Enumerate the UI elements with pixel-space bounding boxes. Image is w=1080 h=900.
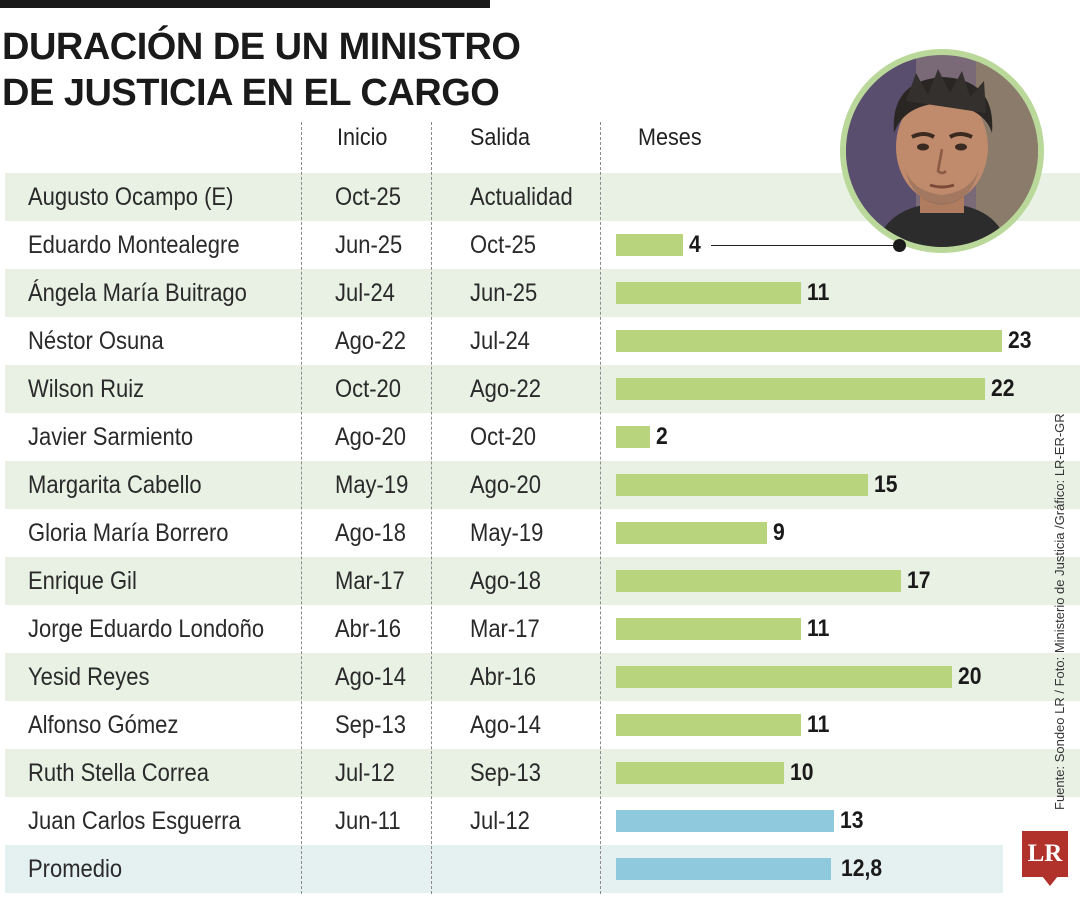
bar-value-label: 2 [656,423,668,450]
bar-value-label: 11 [807,279,830,306]
end-date: Ago-22 [470,375,541,403]
minister-name: Promedio [28,855,123,883]
column-divider [431,122,432,894]
title-line-1: DURACIÓN DE UN MINISTRO [2,26,521,68]
end-date: May-19 [470,519,544,547]
minister-name: Eduardo Montealegre [28,231,240,259]
end-date: Oct-25 [470,231,537,259]
bar-meses [616,330,1002,352]
table-row: Javier Sarmiento Ago-20 Oct-20 [5,413,1080,461]
end-date: Ago-18 [470,567,541,595]
portrait-photo-icon [846,55,1038,247]
bar-value-label: 20 [958,663,982,690]
table-row: Jorge Eduardo Londoño Abr-16 Mar-17 [5,605,1080,653]
minister-name: Ruth Stella Correa [28,759,209,787]
bar-value-label: 23 [1008,327,1032,354]
bar-meses [616,810,834,832]
minister-name: Ángela María Buitrago [28,279,247,307]
start-date: Ago-20 [335,423,406,451]
minister-name: Yesid Reyes [28,663,150,691]
end-date: Oct-20 [470,423,537,451]
start-date: Ago-22 [335,327,406,355]
start-date: Jul-24 [335,279,395,307]
bar-value-label: 13 [840,807,864,834]
start-date: Mar-17 [335,567,405,595]
bar-meses [616,762,784,784]
minister-name: Néstor Osuna [28,327,164,355]
minister-name: Juan Carlos Esguerra [28,807,241,835]
title-line-2: DE JUSTICIA EN EL CARGO [2,72,500,114]
portrait-leader-line [711,245,899,246]
table-row: Margarita Cabello May-19 Ago-20 [5,461,1080,509]
minister-name: Jorge Eduardo Londoño [28,615,265,643]
average-row: Promedio [5,845,1003,893]
header-meses: Meses [638,124,702,151]
bar-meses [616,858,831,880]
start-date: Ago-14 [335,663,406,691]
minister-name: Margarita Cabello [28,471,202,499]
minister-name: Wilson Ruiz [28,375,145,403]
start-date: Sep-13 [335,711,406,739]
minister-name: Javier Sarmiento [28,423,194,451]
column-divider [301,122,302,894]
source-note: Fuente: Sondeo LR / Foto: Ministerio de … [1052,413,1067,810]
column-divider [600,122,601,894]
minister-portrait [840,49,1044,253]
bar-meses [616,522,767,544]
bar-value-label: 11 [807,615,830,642]
minister-name: Enrique Gil [28,567,137,595]
table-row: Gloria María Borrero Ago-18 May-19 [5,509,1080,557]
start-date: Oct-25 [335,183,402,211]
end-date: Actualidad [470,183,573,211]
bar-meses [616,570,901,592]
table-row: Alfonso Gómez Sep-13 Ago-14 [5,701,1080,749]
start-date: Jul-12 [335,759,395,787]
end-date: Mar-17 [470,615,540,643]
portrait-leader-dot [893,239,906,252]
bar-value-label: 4 [689,231,701,258]
end-date: Ago-20 [470,471,541,499]
bar-meses [616,282,801,304]
table-row: Ángela María Buitrago Jul-24 Jun-25 [5,269,1080,317]
header-inicio: Inicio [337,124,388,151]
minister-name: Alfonso Gómez [28,711,179,739]
table-row: Eduardo Montealegre Jun-25 Oct-25 [5,221,1080,269]
minister-name: Gloria María Borrero [28,519,229,547]
start-date: Oct-20 [335,375,402,403]
bar-meses [616,714,801,736]
bar-value-label: 17 [907,567,931,594]
start-date: Jun-11 [335,807,401,835]
end-date: Jul-24 [470,327,530,355]
lr-logo: LR [1022,831,1068,877]
bar-meses [616,666,952,688]
top-rule [0,0,490,8]
bar-meses [616,474,868,496]
chart-title: DURACIÓN DE UN MINISTRO DE JUSTICIA EN E… [2,24,522,116]
bar-meses [616,618,801,640]
end-date: Jun-25 [470,279,538,307]
end-date: Ago-14 [470,711,541,739]
bar-value-label: 9 [773,519,785,546]
end-date: Jul-12 [470,807,530,835]
bar-meses [616,234,683,256]
bar-meses [616,378,985,400]
end-date: Abr-16 [470,663,537,691]
end-date: Sep-13 [470,759,541,787]
lr-logo-tail [1042,876,1058,886]
table-row: Juan Carlos Esguerra Jun-11 Jul-12 [5,797,1080,845]
bar-value-label: 10 [790,759,814,786]
start-date: Ago-18 [335,519,406,547]
minister-name: Augusto Ocampo (E) [28,183,234,211]
start-date: Abr-16 [335,615,402,643]
start-date: May-19 [335,471,409,499]
bar-meses [616,426,650,448]
bar-value-label: 11 [807,711,830,738]
bar-value-label: 12,8 [841,855,883,882]
bar-value-label: 15 [874,471,898,498]
table-row: Ruth Stella Correa Jul-12 Sep-13 [5,749,1080,797]
table-row: Néstor Osuna Ago-22 Jul-24 [5,317,1080,365]
header-salida: Salida [470,124,531,151]
bar-value-label: 22 [991,375,1015,402]
start-date: Jun-25 [335,231,403,259]
